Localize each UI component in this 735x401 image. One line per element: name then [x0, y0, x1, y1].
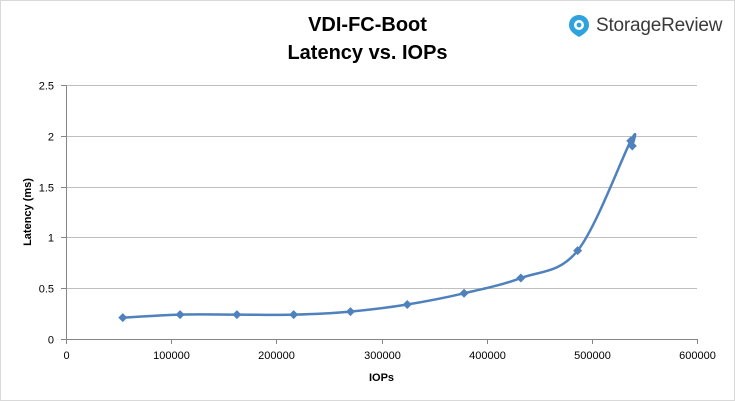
data-point	[627, 141, 637, 151]
y-axis-label: Latency (ms)	[22, 178, 34, 246]
data-point	[402, 299, 412, 309]
x-tick-label: 300000	[364, 350, 401, 362]
x-tick-label: 200000	[258, 350, 295, 362]
x-tick-label: 0	[63, 350, 69, 362]
y-tick-label: 0	[48, 335, 54, 347]
y-tick-label: 0.5	[39, 284, 54, 296]
data-point	[118, 313, 128, 323]
x-tick-label: 600000	[679, 350, 716, 362]
series	[118, 132, 637, 323]
gridlines	[66, 85, 697, 289]
storagereview-logo-icon	[569, 15, 589, 37]
brand-logo: StorageReview	[568, 14, 722, 38]
chart-title-line1: VDI-FC-Boot	[308, 14, 427, 36]
x-tick-label: 400000	[469, 350, 506, 362]
y-tick-label: 1.5	[39, 183, 54, 195]
data-point	[459, 288, 469, 298]
series-line	[122, 132, 637, 319]
brand-name: StorageReview	[596, 15, 723, 36]
data-point	[573, 246, 583, 256]
data-point	[516, 273, 526, 283]
y-tick-label: 2.5	[39, 81, 54, 93]
tick-labels: 0 0.5 1 1.5 2 2.5 0 100000 200000 300000 400000 500…	[39, 81, 716, 363]
chart-title-line2: Latency vs. IOPs	[287, 42, 448, 64]
data-point	[345, 307, 355, 317]
y-tick-label: 2	[48, 132, 54, 144]
axes	[61, 85, 698, 344]
data-point	[232, 310, 242, 320]
y-tick-label: 1	[48, 233, 54, 245]
data-point	[175, 310, 185, 320]
x-tick-label: 500000	[574, 350, 611, 362]
data-point	[289, 310, 299, 320]
x-tick-label: 100000	[153, 350, 190, 362]
x-axis-label: IOPs	[369, 372, 394, 384]
